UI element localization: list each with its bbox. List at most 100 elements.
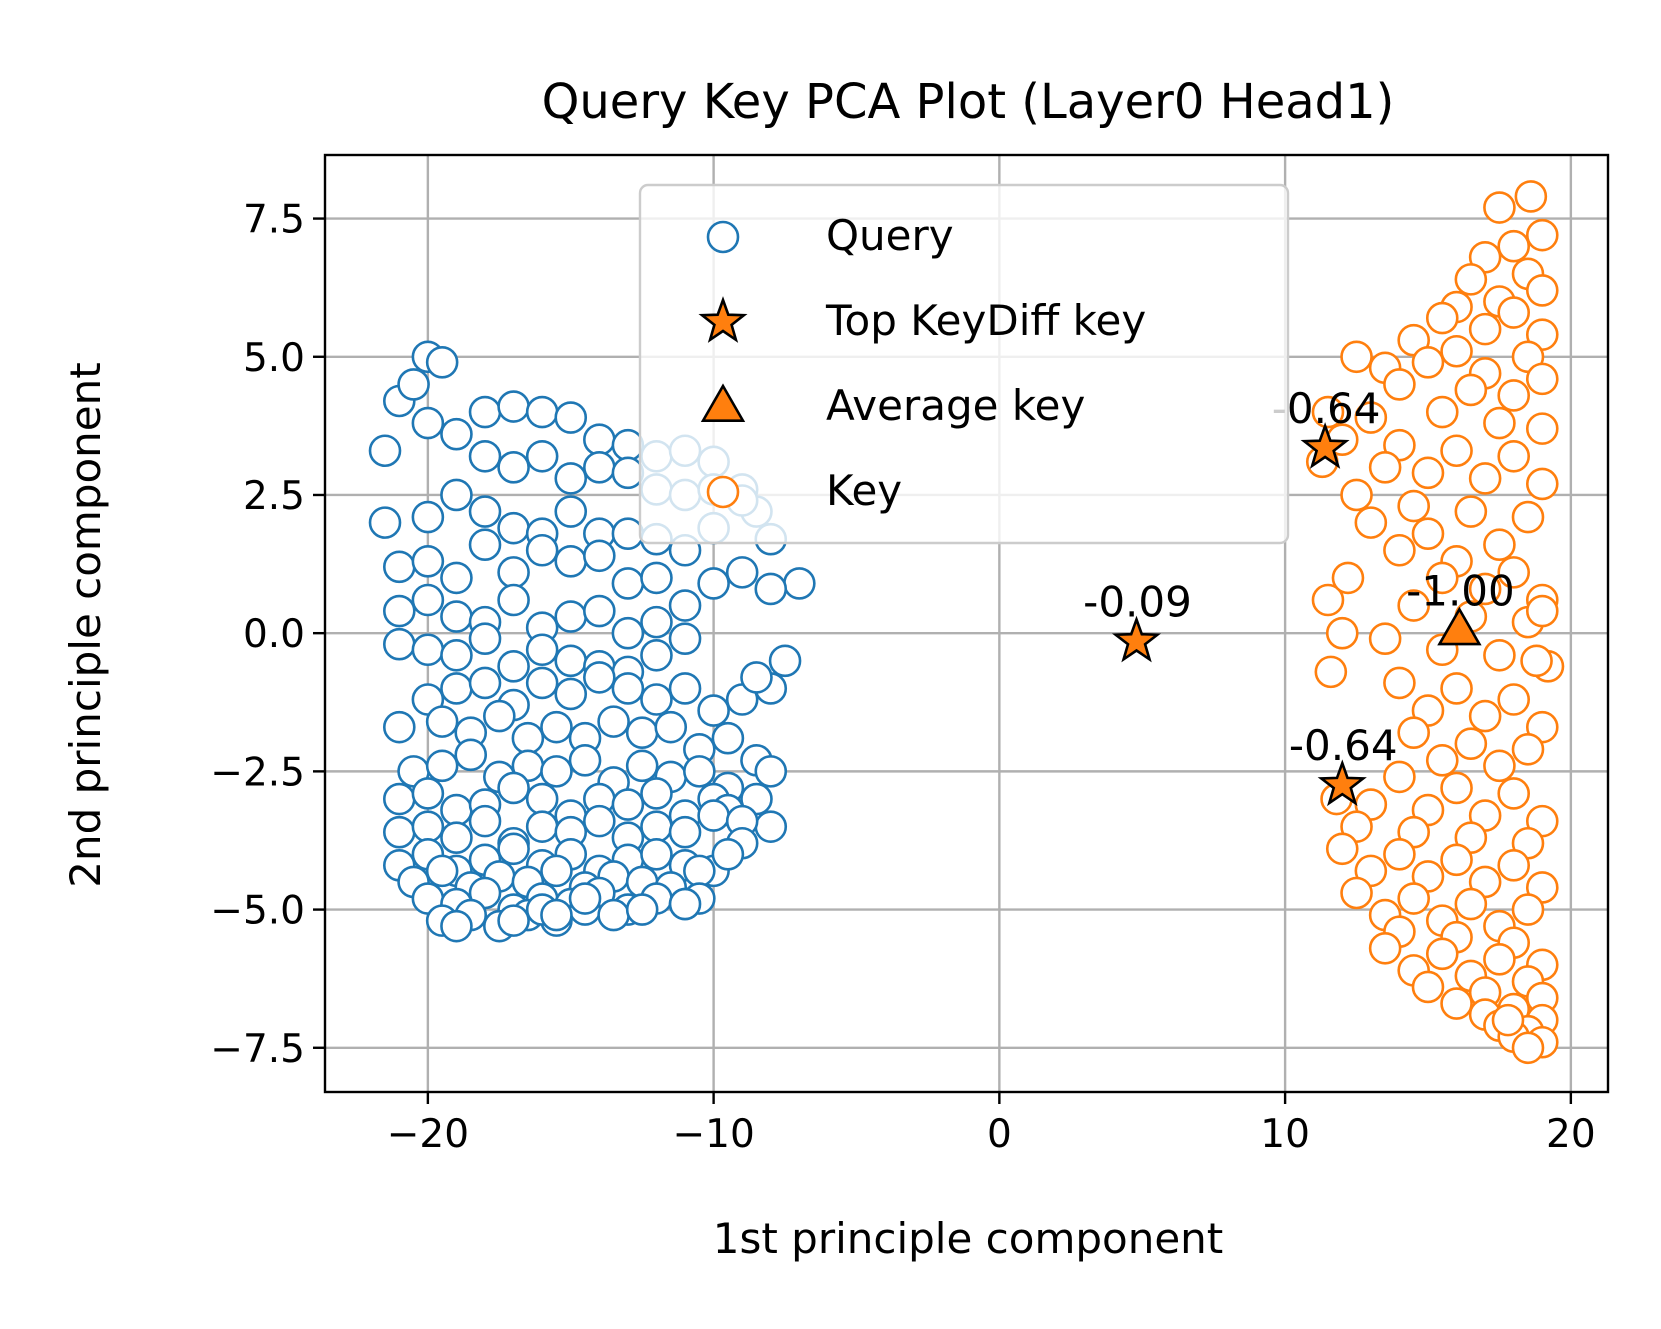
query-point	[611, 567, 645, 600]
key-point	[1525, 467, 1559, 501]
query-point	[611, 428, 645, 462]
query-point	[497, 832, 530, 866]
key-point	[1440, 434, 1473, 468]
query-point	[525, 666, 559, 700]
query-point	[583, 539, 616, 573]
key-point	[1411, 346, 1445, 379]
query-point	[668, 672, 702, 705]
query-point	[425, 346, 459, 379]
key-point	[1325, 832, 1359, 866]
query-point	[554, 401, 588, 434]
query-point	[382, 782, 416, 816]
query-point	[454, 738, 488, 772]
key-point	[1411, 970, 1445, 1004]
query-point	[468, 395, 502, 429]
legend-label-top-keydiff: Top KeyDiff key	[825, 296, 1146, 345]
query-point	[497, 390, 530, 423]
query-point	[668, 589, 702, 622]
key-point	[1383, 666, 1416, 700]
x-tick-label: −20	[387, 1112, 469, 1157]
query-point	[583, 451, 616, 484]
query-point	[640, 683, 673, 716]
key-point	[1525, 594, 1559, 628]
query-point	[725, 556, 759, 589]
plot-frame	[323, 153, 1610, 1094]
point-annotation: -0.09	[1083, 577, 1192, 626]
key-point	[1354, 506, 1388, 539]
key-point	[1397, 589, 1430, 622]
average-key-marker	[1437, 606, 1482, 646]
key-point	[1383, 760, 1416, 794]
key-point	[1383, 837, 1416, 871]
query-point	[540, 898, 573, 932]
query-point	[411, 500, 445, 534]
query-point	[597, 705, 630, 738]
key-point	[1525, 218, 1559, 252]
key-point	[1411, 517, 1445, 550]
query-point	[583, 423, 616, 456]
query-point	[525, 395, 559, 429]
query-point	[440, 561, 473, 595]
query-point	[640, 810, 673, 843]
key-point	[1425, 744, 1459, 777]
query-point	[611, 517, 645, 550]
query-point	[554, 600, 588, 633]
key-point	[1425, 395, 1459, 429]
key-point	[1440, 334, 1473, 368]
point-annotation: -1.00	[1406, 566, 1515, 615]
query-point	[525, 782, 559, 816]
key-point	[1491, 1003, 1525, 1037]
key-point	[1497, 296, 1531, 329]
query-point	[497, 583, 530, 617]
key-point	[1325, 616, 1359, 650]
query-point	[554, 677, 588, 711]
key-point	[1368, 931, 1402, 965]
key-point	[1397, 716, 1430, 749]
key-point	[1525, 412, 1559, 445]
query-point	[697, 799, 730, 832]
key-point	[1454, 373, 1488, 407]
point-annotation: -0.64	[1289, 721, 1398, 770]
x-axis-label: 1st principle component	[713, 1214, 1224, 1263]
query-point	[468, 804, 502, 838]
data-points	[368, 180, 1565, 1065]
key-point	[1483, 528, 1516, 562]
query-point	[382, 710, 416, 744]
key-point	[1497, 849, 1531, 882]
key-point	[1440, 771, 1473, 805]
key-point	[1511, 732, 1545, 766]
key-point	[1483, 191, 1516, 224]
key-point	[1368, 451, 1402, 484]
query-point	[440, 478, 473, 512]
legend-marker-star	[698, 296, 748, 343]
query-point	[440, 909, 473, 943]
query-point	[425, 854, 459, 888]
query-point	[640, 837, 673, 871]
query-point	[711, 721, 745, 755]
key-point	[1314, 655, 1348, 689]
key-point	[1440, 672, 1473, 705]
x-tick-label: 10	[1260, 1112, 1310, 1157]
query-point	[411, 583, 445, 617]
query-point	[740, 661, 773, 694]
query-point	[783, 567, 816, 600]
key-point	[1483, 749, 1516, 783]
query-point	[497, 451, 530, 484]
query-point	[554, 462, 588, 495]
key-point	[1497, 229, 1531, 263]
key-point	[1383, 533, 1416, 567]
query-point	[525, 810, 559, 843]
top-keydiff-key-marker	[1317, 759, 1367, 807]
query-point	[768, 644, 802, 678]
legend-label-average-key: Average key	[826, 381, 1085, 430]
query-point	[525, 533, 559, 567]
query-point	[497, 511, 530, 545]
query-point	[525, 633, 559, 667]
query-point	[611, 788, 645, 821]
chart-title: Query Key PCA Plot (Layer0 Head1)	[542, 74, 1395, 130]
query-point	[540, 755, 573, 788]
key-point	[1454, 495, 1488, 528]
query-point	[425, 705, 459, 738]
key-point	[1511, 893, 1545, 926]
